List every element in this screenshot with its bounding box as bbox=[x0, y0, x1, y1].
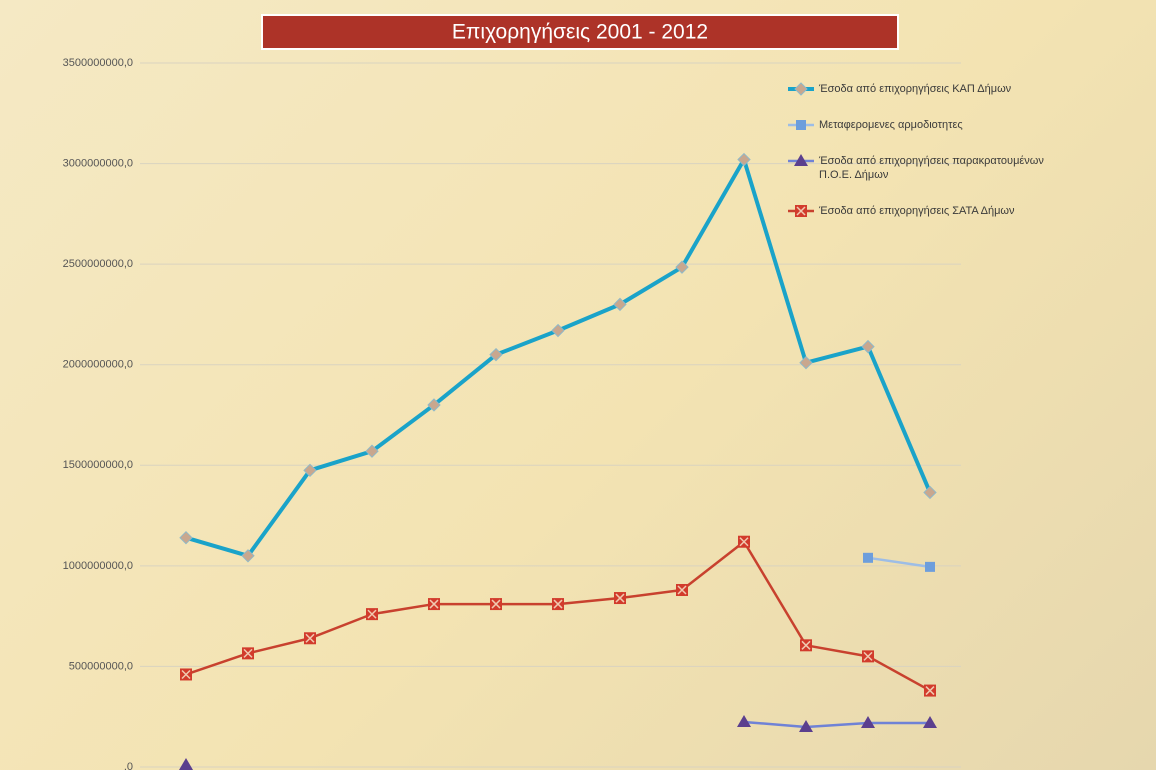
marker bbox=[303, 463, 317, 478]
marker bbox=[365, 444, 379, 458]
legend-item: Έσοδα από επιχορηγήσεις παρακρατουμένων … bbox=[786, 154, 1076, 182]
legend-swatch bbox=[788, 120, 814, 130]
legend-item: Έσοδα από επιχορηγήσεις ΣΑΤΑ Δήμων bbox=[786, 204, 1076, 218]
y-tick-label: 3500000000,0 bbox=[63, 57, 133, 69]
y-tick-label: 500000000,0 bbox=[69, 660, 133, 672]
marker-cross bbox=[429, 599, 439, 609]
marker bbox=[863, 552, 873, 563]
marker bbox=[794, 82, 808, 96]
marker bbox=[861, 715, 875, 728]
marker-cross bbox=[677, 585, 687, 595]
legend-item: Μεταφερομενες αρμοδιοτητες bbox=[786, 118, 1076, 132]
marker bbox=[795, 205, 807, 217]
series-line bbox=[185, 540, 931, 692]
marker bbox=[180, 668, 192, 681]
marker bbox=[242, 647, 254, 660]
legend-label: Έσοδα από επιχορηγήσεις ΚΑΠ Δήμων bbox=[819, 83, 1012, 95]
marker-cross bbox=[491, 599, 501, 609]
marker bbox=[924, 684, 936, 697]
y-tick-label: 2500000000,0 bbox=[63, 258, 133, 270]
y-tick-label: ,0 bbox=[124, 761, 133, 770]
series-line bbox=[743, 720, 930, 729]
marker bbox=[304, 632, 316, 645]
marker bbox=[923, 485, 937, 500]
marker-cross bbox=[801, 640, 811, 650]
marker bbox=[179, 757, 193, 770]
marker bbox=[675, 260, 689, 274]
marker-cross bbox=[739, 537, 749, 547]
marker-cross bbox=[553, 599, 563, 609]
legend-swatch bbox=[788, 205, 814, 217]
title-box bbox=[261, 14, 899, 50]
marker-cross bbox=[796, 206, 806, 216]
marker bbox=[799, 355, 813, 370]
y-tick-label: 1500000000,0 bbox=[63, 459, 133, 471]
marker-cross bbox=[615, 593, 625, 603]
marker bbox=[799, 719, 813, 732]
legend-swatch bbox=[788, 82, 814, 96]
legend-label: Έσοδα από επιχορηγήσεις παρακρατουμένων … bbox=[819, 155, 1044, 181]
series-line bbox=[867, 556, 931, 569]
marker-cross bbox=[181, 669, 191, 680]
marker bbox=[179, 530, 193, 545]
marker bbox=[427, 398, 441, 412]
marker bbox=[428, 598, 440, 611]
legend-swatch bbox=[788, 154, 814, 166]
marker bbox=[552, 598, 564, 611]
marker bbox=[925, 561, 935, 572]
marker bbox=[366, 608, 378, 621]
y-tick-label: 3000000000,0 bbox=[63, 157, 133, 169]
legend-item: Έσοδα από επιχορηγήσεις ΚΑΠ Δήμων bbox=[786, 82, 1076, 96]
marker bbox=[737, 714, 751, 727]
marker bbox=[861, 339, 875, 354]
marker bbox=[923, 715, 937, 728]
y-tick-label: 1000000000,0 bbox=[63, 560, 133, 572]
marker bbox=[551, 323, 565, 338]
legend-label: Έσοδα από επιχορηγήσεις ΣΑΤΑ Δήμων bbox=[819, 205, 1015, 217]
marker bbox=[737, 152, 751, 167]
marker bbox=[800, 639, 812, 652]
legend: Έσοδα από επιχορηγήσεις ΚΑΠ Δήμων Μεταφερ… bbox=[786, 82, 1076, 240]
marker bbox=[241, 549, 255, 563]
marker bbox=[676, 583, 688, 596]
chart-title: Επιχορηγήσεις 2001 - 2012 bbox=[452, 21, 708, 44]
y-tick-label: 2000000000,0 bbox=[63, 359, 133, 371]
marker bbox=[614, 592, 626, 605]
marker bbox=[613, 297, 627, 312]
marker-cross bbox=[367, 609, 377, 619]
marker-cross bbox=[243, 648, 253, 658]
marker bbox=[796, 120, 806, 130]
marker bbox=[738, 535, 750, 548]
marker-cross bbox=[305, 633, 315, 643]
marker-cross bbox=[925, 686, 935, 696]
marker bbox=[489, 347, 503, 362]
marker bbox=[862, 650, 874, 663]
marker bbox=[794, 154, 808, 166]
marker-cross bbox=[863, 651, 873, 661]
marker bbox=[490, 598, 502, 611]
legend-label: Μεταφερομενες αρμοδιοτητες bbox=[819, 119, 963, 131]
